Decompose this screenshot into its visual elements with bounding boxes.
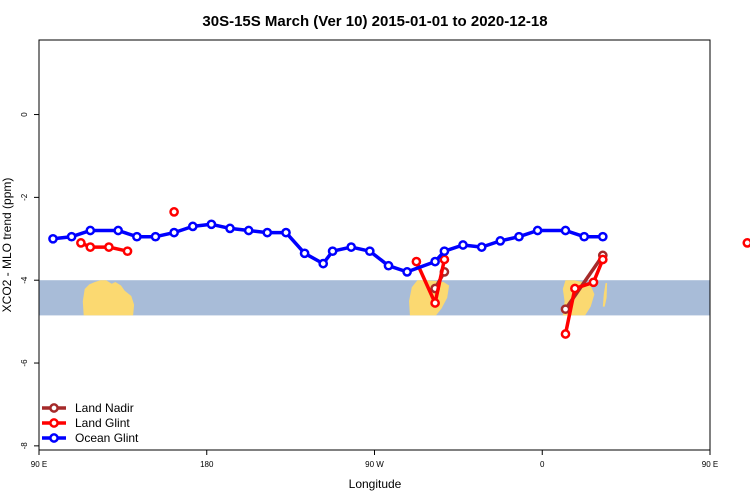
series-land-glint xyxy=(76,207,750,339)
data-point xyxy=(299,248,310,259)
ocean-band xyxy=(39,280,710,316)
data-point xyxy=(66,231,77,242)
x-tick-label: 90 W xyxy=(365,460,384,469)
data-point xyxy=(402,267,412,277)
data-point xyxy=(514,231,524,242)
data-point xyxy=(262,227,273,238)
data-point xyxy=(597,231,608,242)
data-point xyxy=(411,256,422,267)
y-axis-label: XCO2 - MLO trend (ppm) xyxy=(0,178,14,313)
data-point xyxy=(570,283,580,294)
legend-swatch-marker xyxy=(49,433,59,443)
legend-label: Land Nadir xyxy=(75,401,134,415)
chart-title: 30S-15S March (Ver 10) 2015-01-01 to 202… xyxy=(202,13,547,30)
data-point xyxy=(187,221,198,232)
data-point xyxy=(588,277,599,288)
y-tick-label: 0 xyxy=(20,112,29,117)
series-line xyxy=(563,258,605,335)
data-point xyxy=(318,258,329,269)
legend-label: Land Glint xyxy=(75,416,130,430)
map-background-band xyxy=(39,280,710,316)
data-point xyxy=(76,238,86,248)
data-point xyxy=(48,233,58,244)
data-point xyxy=(430,256,440,267)
data-point xyxy=(579,231,590,242)
data-point xyxy=(85,225,96,236)
series-layer xyxy=(48,207,750,339)
data-point xyxy=(742,238,750,248)
x-tick-label: 90 E xyxy=(31,460,47,469)
data-point xyxy=(597,254,608,265)
series-line xyxy=(80,241,128,253)
data-point xyxy=(532,225,543,236)
data-point xyxy=(364,246,375,257)
x-tick-label: 90 E xyxy=(702,460,718,469)
y-tick-label: -4 xyxy=(20,276,29,284)
data-point xyxy=(85,242,96,252)
data-point xyxy=(560,304,571,315)
australia-land xyxy=(82,280,135,316)
x-axis-label: Longitude xyxy=(349,477,402,491)
legend-label: Ocean Glint xyxy=(75,431,139,445)
data-point xyxy=(560,329,571,339)
y-tick-label: -8 xyxy=(20,442,29,450)
madagascar-land xyxy=(602,283,608,307)
legend-swatch-marker xyxy=(49,418,59,428)
data-point xyxy=(430,298,440,308)
legend-swatch-marker xyxy=(49,403,59,413)
data-point xyxy=(439,254,450,265)
data-point xyxy=(495,236,506,246)
data-point xyxy=(122,246,133,257)
data-point xyxy=(476,242,487,252)
data-point xyxy=(104,242,114,252)
data-point xyxy=(225,223,235,234)
y-tick-label: -6 xyxy=(20,359,29,367)
legend-item: Land Glint xyxy=(42,416,130,430)
data-point xyxy=(150,231,161,242)
data-point xyxy=(346,242,357,252)
y-tick-label: -2 xyxy=(20,193,29,201)
data-point xyxy=(113,225,124,236)
legend-item: Ocean Glint xyxy=(42,431,139,445)
legend-item: Land Nadir xyxy=(42,401,134,415)
plot-frame xyxy=(38,39,711,451)
data-point xyxy=(132,231,142,242)
x-axis: 90 E 180 90 W 0 90 E xyxy=(31,450,718,469)
data-point xyxy=(439,246,450,257)
data-point xyxy=(169,227,179,238)
data-point xyxy=(281,227,291,238)
data-point xyxy=(560,225,571,236)
x-tick-label: 180 xyxy=(200,460,214,469)
data-point xyxy=(243,225,254,236)
data-point xyxy=(327,246,338,257)
data-point xyxy=(169,207,179,217)
x-tick-label: 0 xyxy=(540,460,545,469)
data-point xyxy=(206,219,217,230)
data-point xyxy=(383,260,394,271)
series-ocean-glint xyxy=(48,219,608,277)
y-axis: 0 -2 -4 -6 -8 xyxy=(20,112,39,450)
data-point xyxy=(458,240,468,250)
